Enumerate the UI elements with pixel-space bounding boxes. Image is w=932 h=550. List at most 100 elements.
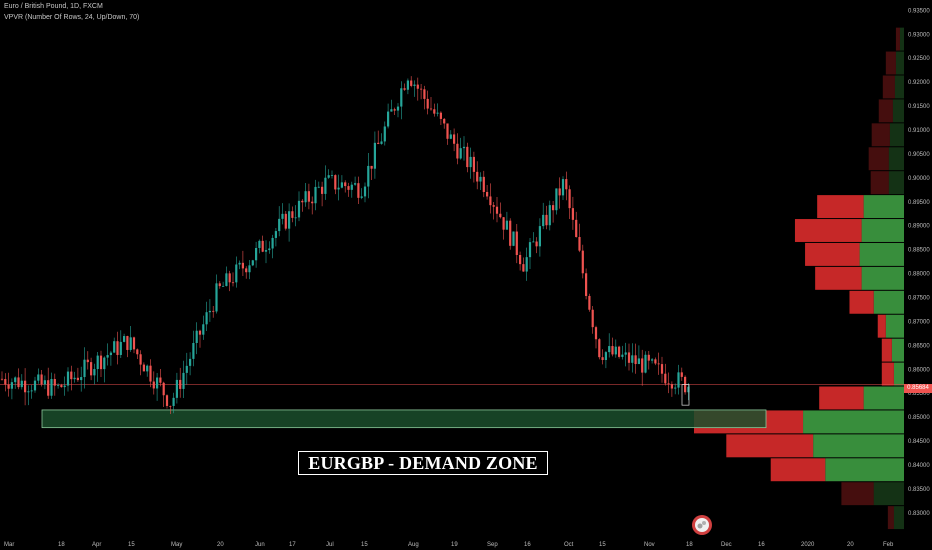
volume-profile-down-bar <box>877 314 886 338</box>
candle <box>621 345 624 360</box>
candle <box>426 90 429 115</box>
candle <box>370 165 373 180</box>
candle-body <box>274 231 277 238</box>
candle <box>268 241 271 254</box>
volume-profile-up-bar <box>825 458 904 482</box>
candle-body <box>99 355 103 370</box>
candle-body <box>525 257 528 272</box>
candle <box>515 223 518 264</box>
volume-profile-down-bar <box>794 219 862 242</box>
candle-body <box>222 285 225 287</box>
candle <box>677 364 680 395</box>
time-tick-label: 20 <box>217 542 224 548</box>
candle <box>429 96 433 111</box>
volume-profile-down-bar <box>871 123 890 147</box>
price-axis[interactable]: 0.93500 0.93000 0.92500 0.92000 0.91500 0.910… <box>908 8 930 516</box>
candle <box>479 172 482 190</box>
candle-body <box>618 346 621 357</box>
candle <box>327 169 330 179</box>
candle-body <box>169 405 172 407</box>
candle <box>66 367 70 392</box>
candle <box>218 281 221 289</box>
symbol-legend: Euro / British Pound, 1D, FXCM <box>4 3 103 10</box>
candle-body <box>377 142 380 144</box>
time-tick-label: Jul <box>326 542 334 548</box>
candle-body <box>185 365 188 373</box>
candle <box>555 188 558 215</box>
candle-body <box>354 183 357 185</box>
time-axis[interactable]: Mar 18 Apr 15 May 20 Jun 17 Jul 15 Aug 19 Sep 16 Oct 15… <box>4 542 894 548</box>
price-tick-label: 0.93500 <box>908 8 930 14</box>
candle <box>241 250 244 277</box>
candle-body <box>228 273 231 283</box>
candle-body <box>63 385 66 388</box>
candle-body <box>106 355 109 358</box>
candle <box>284 211 287 231</box>
candle-body <box>60 385 63 388</box>
time-tick-label: 19 <box>451 542 458 548</box>
candle <box>205 301 208 332</box>
time-tick-label: Aug <box>408 542 419 548</box>
candle <box>222 281 225 287</box>
candle <box>152 371 155 395</box>
volume-profile-up-bar <box>859 242 904 266</box>
volume-profile-up-bar <box>889 123 904 147</box>
candle-body <box>433 109 436 114</box>
candle-body <box>420 88 423 90</box>
candle-body <box>7 384 10 389</box>
candle-body <box>80 377 83 381</box>
candle-body <box>660 364 664 374</box>
candle <box>311 196 314 215</box>
candle <box>297 191 301 222</box>
time-tick-label: 16 <box>758 542 765 548</box>
volume-profile-down-bar <box>726 434 814 458</box>
candle <box>291 206 294 223</box>
candle <box>396 103 400 118</box>
candle-body <box>436 112 439 114</box>
candle <box>103 356 106 383</box>
candle-body <box>251 260 254 266</box>
candle <box>123 333 126 343</box>
candle <box>33 376 37 393</box>
price-tick-label: 0.92000 <box>908 80 930 86</box>
candle-body <box>561 179 565 196</box>
price-tick-label: 0.89000 <box>908 224 930 230</box>
candle <box>535 237 538 254</box>
candle <box>367 153 370 199</box>
candle-body <box>479 176 482 182</box>
candle <box>627 343 631 371</box>
candle-body <box>674 387 677 389</box>
indicator-legend[interactable]: VPVR (Number Of Rows, 24, Up/Down, 70) <box>4 14 140 21</box>
candle-body <box>70 371 73 380</box>
candle-body <box>172 397 175 406</box>
candle <box>73 371 76 383</box>
candle-body <box>439 112 442 119</box>
candle <box>304 183 307 207</box>
volume-profile-down-bar <box>882 75 895 99</box>
candle <box>383 121 386 146</box>
candle <box>482 170 485 198</box>
candle-body <box>261 240 264 252</box>
candle <box>175 372 178 404</box>
candle-body <box>301 200 304 203</box>
candle <box>420 83 423 100</box>
candle <box>598 338 601 360</box>
candle-body <box>449 134 452 139</box>
candle-body <box>528 242 532 258</box>
candle-body <box>344 182 347 187</box>
volume-profile-down-bar <box>841 482 874 506</box>
candle-body <box>519 254 522 265</box>
candle-body <box>126 336 129 350</box>
candle-body <box>647 354 650 361</box>
candle <box>354 176 357 186</box>
volume-profile-up-bar <box>873 290 904 314</box>
candle-body <box>314 186 317 204</box>
candle <box>618 345 621 359</box>
volume-profile <box>694 27 904 530</box>
candle-body <box>512 231 515 246</box>
candle <box>509 218 512 250</box>
candle-body <box>357 183 360 198</box>
candle-body <box>334 175 337 190</box>
demand-zone-rect <box>41 409 767 429</box>
